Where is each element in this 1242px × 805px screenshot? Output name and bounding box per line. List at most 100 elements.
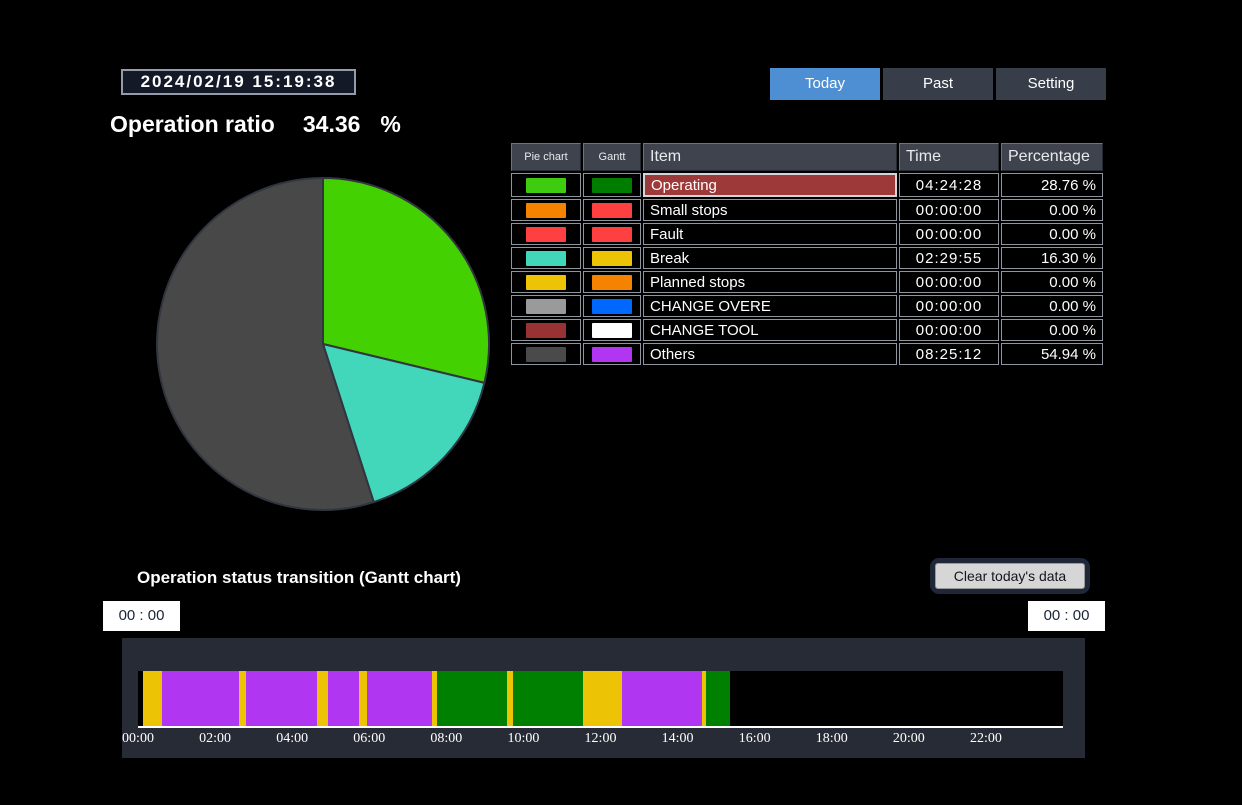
datetime-display: 2024/02/19 15:19:38 xyxy=(121,69,356,95)
table-row-break: Break 02:29:55 16.30 % xyxy=(511,247,1103,269)
gantt-segment-break xyxy=(701,671,707,726)
pie-color-swatch xyxy=(526,274,566,290)
pie-color-swatch xyxy=(526,202,566,218)
gantt-axis-tick: 20:00 xyxy=(892,731,925,746)
item-cell-fault[interactable]: Fault xyxy=(643,223,897,245)
gantt-color-cell xyxy=(583,247,641,269)
gantt-color-cell xyxy=(583,199,641,221)
gantt-color-cell xyxy=(583,173,641,197)
tab-bar: Today Past Setting xyxy=(770,68,1106,100)
column-header-gantt: Gantt xyxy=(583,143,641,171)
gantt-segment-break xyxy=(583,671,622,726)
pie-color-cell xyxy=(511,199,581,221)
pie-color-swatch xyxy=(526,250,566,266)
pie-color-cell xyxy=(511,173,581,197)
gantt-color-swatch xyxy=(592,226,632,242)
gantt-color-swatch xyxy=(592,250,632,266)
column-header-percentage: Percentage xyxy=(1001,143,1103,171)
item-cell-break[interactable]: Break xyxy=(643,247,897,269)
item-cell-change-overe[interactable]: CHANGE OVERE xyxy=(643,295,897,317)
pie-color-swatch xyxy=(526,177,566,193)
tab-setting[interactable]: Setting xyxy=(996,68,1106,100)
gantt-axis-tick: 10:00 xyxy=(507,731,540,746)
tab-past[interactable]: Past xyxy=(883,68,993,100)
gantt-axis-tick: 14:00 xyxy=(661,731,694,746)
gantt-segment-operating xyxy=(437,671,507,726)
pie-color-cell xyxy=(511,247,581,269)
gantt-segment-break xyxy=(506,671,514,726)
time-cell: 02:29:55 xyxy=(899,247,999,269)
gantt-segment-others xyxy=(366,671,432,726)
pie-slice-others xyxy=(156,176,375,511)
time-cell: 00:00:00 xyxy=(899,271,999,293)
gantt-axis-tick: 16:00 xyxy=(738,731,771,746)
table-row-change-tool: CHANGE TOOL 00:00:00 0.00 % xyxy=(511,319,1103,341)
gantt-range-start-input[interactable]: 00 : 00 xyxy=(103,601,180,631)
gantt-axis-tick: 04:00 xyxy=(276,731,309,746)
column-header-time: Time xyxy=(899,143,999,171)
tab-today[interactable]: Today xyxy=(770,68,880,100)
time-cell: 00:00:00 xyxy=(899,223,999,245)
percentage-cell: 16.30 % xyxy=(1001,247,1103,269)
pie-color-swatch xyxy=(526,298,566,314)
gantt-color-cell xyxy=(583,223,641,245)
gantt-segment-others xyxy=(245,671,317,726)
gantt-color-swatch xyxy=(592,274,632,290)
gantt-segment-operating xyxy=(513,671,584,726)
gantt-axis-line xyxy=(138,726,1063,728)
column-header-item: Item xyxy=(643,143,897,171)
percentage-cell: 0.00 % xyxy=(1001,199,1103,221)
table-row-fault: Fault 00:00:00 0.00 % xyxy=(511,223,1103,245)
gantt-range-end-input[interactable]: 00 : 00 xyxy=(1028,601,1105,631)
gantt-axis-tick: 00:00 xyxy=(122,731,154,746)
gantt-segment-others xyxy=(161,671,240,726)
gantt-segment-others xyxy=(621,671,702,726)
gantt-section-title: Operation status transition (Gantt chart… xyxy=(137,568,461,587)
pie-slice-operating xyxy=(322,176,490,385)
percentage-cell: 0.00 % xyxy=(1001,223,1103,245)
clear-today-data-button[interactable]: Clear today's data xyxy=(935,563,1085,589)
item-cell-small-stops[interactable]: Small stops xyxy=(643,199,897,221)
percentage-cell: 0.00 % xyxy=(1001,271,1103,293)
table-row-others: Others 08:25:12 54.94 % xyxy=(511,343,1103,365)
gantt-axis-tick: 22:00 xyxy=(969,731,1002,746)
clear-button-ring: Clear today's data xyxy=(930,558,1090,594)
status-table-header-row: Pie chart Gantt Item Time Percentage xyxy=(511,143,1103,171)
gantt-segment-others xyxy=(328,671,360,726)
gantt-axis-tick: 02:00 xyxy=(199,731,232,746)
pie-color-cell xyxy=(511,319,581,341)
gantt-segment-break xyxy=(359,671,367,726)
gantt-axis-tick: 18:00 xyxy=(815,731,848,746)
gantt-color-swatch xyxy=(592,298,632,314)
gantt-segment-break xyxy=(142,671,162,726)
percentage-cell: 28.76 % xyxy=(1001,173,1103,197)
gantt-plot-area xyxy=(138,671,1063,726)
table-row-small-stops: Small stops 00:00:00 0.00 % xyxy=(511,199,1103,221)
gantt-color-cell xyxy=(583,295,641,317)
gantt-segment-break xyxy=(316,671,329,726)
operation-ratio-value: 34.36 xyxy=(302,111,361,137)
item-cell-others[interactable]: Others xyxy=(643,343,897,365)
gantt-axis-tick: 12:00 xyxy=(584,731,617,746)
time-cell: 00:00:00 xyxy=(899,199,999,221)
gantt-segment-break xyxy=(431,671,438,726)
pie-color-cell xyxy=(511,295,581,317)
pie-color-swatch xyxy=(526,226,566,242)
operation-ratio-unit: % xyxy=(380,111,401,137)
pie-slice-break xyxy=(321,342,486,504)
item-cell-planned-stops[interactable]: Planned stops xyxy=(643,271,897,293)
status-table: Pie chart Gantt Item Time Percentage Operati… xyxy=(509,141,1105,367)
gantt-axis-tick: 06:00 xyxy=(353,731,386,746)
table-row-planned-stops: Planned stops 00:00:00 0.00 % xyxy=(511,271,1103,293)
time-cell: 04:24:28 xyxy=(899,173,999,197)
column-header-pie-chart: Pie chart xyxy=(511,143,581,171)
gantt-color-swatch xyxy=(592,346,632,362)
pie-color-cell xyxy=(511,343,581,365)
gantt-segment-break xyxy=(239,671,246,726)
item-cell-change-tool[interactable]: CHANGE TOOL xyxy=(643,319,897,341)
gantt-color-cell xyxy=(583,271,641,293)
time-cell: 08:25:12 xyxy=(899,343,999,365)
item-cell-operating[interactable]: Operating xyxy=(643,173,897,197)
operation-ratio-label: Operation ratio xyxy=(110,111,275,137)
percentage-cell: 0.00 % xyxy=(1001,295,1103,317)
